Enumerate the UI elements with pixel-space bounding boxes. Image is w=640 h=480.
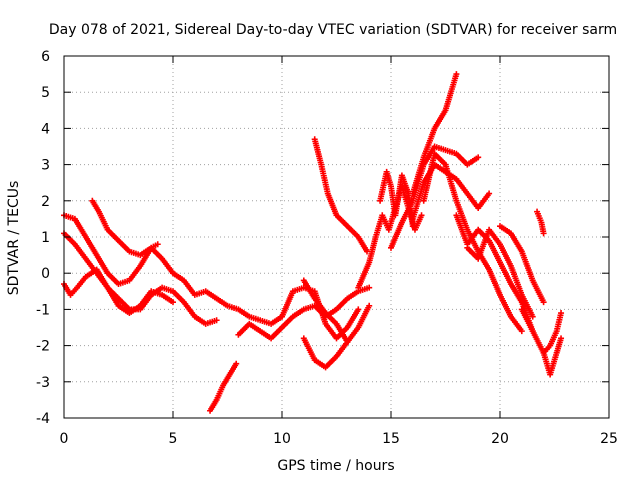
y-tick-label: -2	[36, 339, 50, 355]
series-track-s	[497, 223, 547, 306]
series-track-n	[409, 71, 460, 197]
data-point	[486, 190, 493, 197]
series-track-v	[540, 310, 565, 356]
series-track-r	[464, 226, 536, 320]
series-track-e	[207, 360, 240, 414]
series-track-i	[300, 335, 351, 371]
y-tick-label: -1	[36, 302, 50, 318]
data-point	[529, 313, 536, 320]
y-tick-label: -4	[36, 411, 50, 427]
data-point	[409, 223, 416, 230]
y-tick-label: 5	[41, 85, 50, 101]
grid-lines	[64, 56, 609, 418]
y-tick-label: 4	[41, 121, 50, 137]
y-tick-label: 1	[41, 230, 50, 246]
x-tick-label: 20	[491, 431, 509, 447]
series-track-d	[89, 197, 161, 259]
series-track-h	[300, 277, 373, 345]
chart-title: Day 078 of 2021, Sidereal Day-to-day VTE…	[49, 22, 617, 38]
data-point	[558, 335, 565, 342]
x-tick-label: 25	[600, 431, 618, 447]
y-tick-label: 6	[41, 49, 50, 65]
y-tick-label: 3	[41, 158, 50, 174]
series-track-g	[279, 284, 362, 342]
data-point	[453, 71, 460, 78]
y-tick-labels: -4 -3 -2 -1 0 1 2 3 4 5 6	[36, 49, 50, 427]
x-axis-label: GPS time / hours	[277, 458, 394, 474]
x-tick-label: 15	[382, 431, 400, 447]
data-point	[366, 284, 373, 291]
x-tick-label: 10	[273, 431, 291, 447]
data-point	[518, 328, 525, 335]
series-track-l	[377, 168, 416, 230]
x-tick-label: 0	[60, 431, 69, 447]
data-point	[355, 306, 362, 313]
y-tick-label: 2	[41, 194, 50, 210]
y-tick-label: -3	[36, 375, 50, 391]
data-point	[418, 212, 425, 219]
y-tick-label: 0	[41, 266, 50, 282]
data-point	[233, 360, 240, 367]
data-point	[213, 317, 220, 324]
data-point	[558, 310, 565, 317]
x-tick-label: 5	[169, 431, 178, 447]
series-track-t	[534, 208, 547, 237]
series-track-j	[311, 136, 371, 255]
y-axis-label: SDTVAR / TECUs	[6, 181, 22, 296]
data-point	[170, 299, 176, 306]
data-point	[475, 154, 482, 161]
series-track-p	[420, 150, 525, 335]
data-marks	[61, 71, 565, 414]
data-point	[540, 299, 547, 306]
data-point	[540, 230, 547, 237]
x-tick-labels: 0 5 10 15 20 25	[60, 431, 618, 447]
data-point	[154, 241, 161, 248]
series-track-c	[61, 266, 176, 317]
axis-ticks	[63, 55, 610, 419]
data-point	[344, 338, 351, 345]
data-point	[366, 302, 373, 309]
